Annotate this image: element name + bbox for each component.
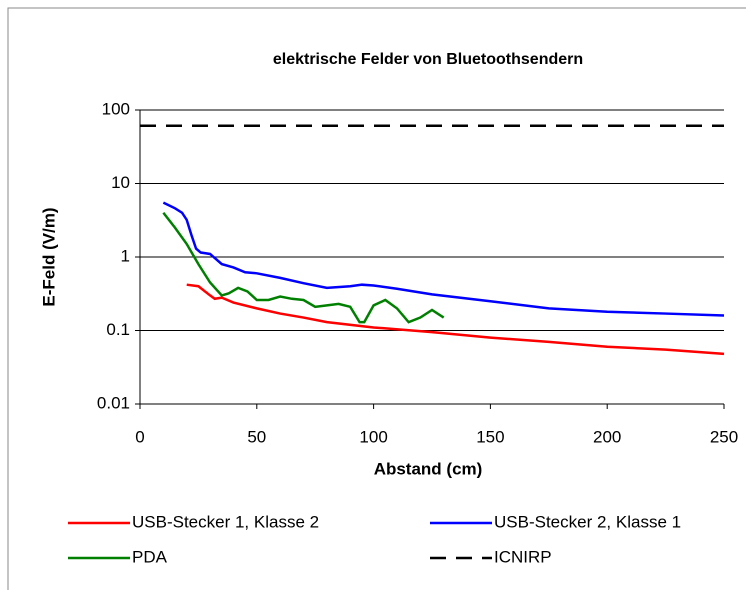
x-tick-label: 100	[359, 427, 387, 446]
legend-label: PDA	[132, 547, 168, 566]
y-tick-label: 0.1	[106, 320, 130, 339]
y-tick-label: 100	[102, 99, 130, 118]
y-tick-label: 1	[121, 246, 130, 265]
series-line	[162, 201, 725, 317]
series-line	[186, 283, 725, 356]
y-tick-label: 0.01	[97, 393, 130, 412]
chart-title: elektrische Felder von Bluetoothsendern	[273, 51, 583, 68]
x-tick-label: 150	[476, 427, 504, 446]
x-tick-label: 50	[247, 427, 266, 446]
series-line	[162, 211, 445, 324]
legend-label: USB-Stecker 2, Klasse 1	[494, 512, 681, 531]
x-axis-label: Abstand (cm)	[374, 459, 483, 478]
x-tick-label: 0	[135, 427, 144, 446]
x-tick-label: 250	[710, 427, 738, 446]
x-tick-label: 200	[593, 427, 621, 446]
legend-label: USB-Stecker 1, Klasse 2	[132, 512, 319, 531]
y-axis-label: E-Feld (V/m)	[39, 207, 58, 306]
chart-border	[7, 7, 746, 590]
legend-label: ICNIRP	[494, 547, 552, 566]
y-tick-label: 10	[111, 173, 130, 192]
